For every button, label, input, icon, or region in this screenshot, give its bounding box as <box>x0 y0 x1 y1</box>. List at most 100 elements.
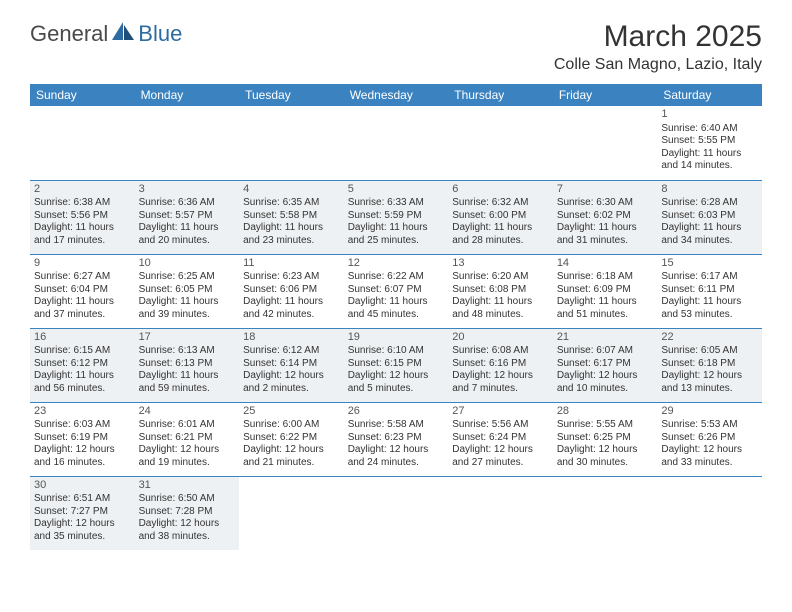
day-number: 29 <box>661 405 758 419</box>
day-number: 8 <box>661 183 758 197</box>
day-number: 2 <box>34 183 131 197</box>
day-info: Sunrise: 6:36 AMSunset: 5:57 PMDaylight:… <box>139 197 236 247</box>
day-number: 22 <box>661 331 758 345</box>
day-number: 26 <box>348 405 445 419</box>
calendar-day-cell: 6Sunrise: 6:32 AMSunset: 6:00 PMDaylight… <box>448 180 553 254</box>
day-number: 1 <box>661 108 758 122</box>
day-info: Sunrise: 6:38 AMSunset: 5:56 PMDaylight:… <box>34 197 131 247</box>
calendar-day-cell <box>344 106 449 180</box>
day-info: Sunrise: 6:51 AMSunset: 7:27 PMDaylight:… <box>34 493 131 543</box>
calendar-day-cell: 10Sunrise: 6:25 AMSunset: 6:05 PMDayligh… <box>135 254 240 328</box>
calendar-day-cell: 17Sunrise: 6:13 AMSunset: 6:13 PMDayligh… <box>135 328 240 402</box>
day-number: 7 <box>557 183 654 197</box>
logo: General Blue <box>30 20 182 48</box>
day-number: 28 <box>557 405 654 419</box>
logo-text-blue: Blue <box>138 21 182 47</box>
calendar-day-cell: 15Sunrise: 6:17 AMSunset: 6:11 PMDayligh… <box>657 254 762 328</box>
day-number: 14 <box>557 257 654 271</box>
calendar-day-cell <box>135 106 240 180</box>
calendar-day-cell: 1Sunrise: 6:40 AMSunset: 5:55 PMDaylight… <box>657 106 762 180</box>
logo-sail-icon <box>110 20 136 48</box>
day-info: Sunrise: 5:53 AMSunset: 6:26 PMDaylight:… <box>661 419 758 469</box>
day-info: Sunrise: 5:56 AMSunset: 6:24 PMDaylight:… <box>452 419 549 469</box>
calendar-week-row: 23Sunrise: 6:03 AMSunset: 6:19 PMDayligh… <box>30 402 762 476</box>
page-title: March 2025 <box>554 20 762 54</box>
day-info: Sunrise: 6:15 AMSunset: 6:12 PMDaylight:… <box>34 345 131 395</box>
calendar-week-row: 1Sunrise: 6:40 AMSunset: 5:55 PMDaylight… <box>30 106 762 180</box>
day-info: Sunrise: 6:03 AMSunset: 6:19 PMDaylight:… <box>34 419 131 469</box>
day-number: 30 <box>34 479 131 493</box>
day-info: Sunrise: 6:50 AMSunset: 7:28 PMDaylight:… <box>139 493 236 543</box>
day-info: Sunrise: 6:32 AMSunset: 6:00 PMDaylight:… <box>452 197 549 247</box>
day-info: Sunrise: 6:20 AMSunset: 6:08 PMDaylight:… <box>452 271 549 321</box>
title-block: March 2025 Colle San Magno, Lazio, Italy <box>554 20 762 74</box>
day-info: Sunrise: 6:08 AMSunset: 6:16 PMDaylight:… <box>452 345 549 395</box>
day-info: Sunrise: 6:13 AMSunset: 6:13 PMDaylight:… <box>139 345 236 395</box>
calendar-day-cell: 16Sunrise: 6:15 AMSunset: 6:12 PMDayligh… <box>30 328 135 402</box>
calendar-day-cell: 2Sunrise: 6:38 AMSunset: 5:56 PMDaylight… <box>30 180 135 254</box>
calendar-day-cell: 8Sunrise: 6:28 AMSunset: 6:03 PMDaylight… <box>657 180 762 254</box>
day-number: 20 <box>452 331 549 345</box>
calendar-day-cell: 9Sunrise: 6:27 AMSunset: 6:04 PMDaylight… <box>30 254 135 328</box>
calendar-day-cell: 18Sunrise: 6:12 AMSunset: 6:14 PMDayligh… <box>239 328 344 402</box>
day-info: Sunrise: 6:35 AMSunset: 5:58 PMDaylight:… <box>243 197 340 247</box>
day-header: Thursday <box>448 84 553 106</box>
day-number: 21 <box>557 331 654 345</box>
day-number: 13 <box>452 257 549 271</box>
calendar-day-cell: 23Sunrise: 6:03 AMSunset: 6:19 PMDayligh… <box>30 402 135 476</box>
calendar-table: SundayMondayTuesdayWednesdayThursdayFrid… <box>30 84 762 550</box>
calendar-day-cell: 26Sunrise: 5:58 AMSunset: 6:23 PMDayligh… <box>344 402 449 476</box>
calendar-day-cell: 13Sunrise: 6:20 AMSunset: 6:08 PMDayligh… <box>448 254 553 328</box>
calendar-day-cell <box>239 476 344 550</box>
calendar-day-cell <box>448 476 553 550</box>
day-number: 10 <box>139 257 236 271</box>
calendar-day-cell: 20Sunrise: 6:08 AMSunset: 6:16 PMDayligh… <box>448 328 553 402</box>
day-number: 17 <box>139 331 236 345</box>
calendar-day-cell: 27Sunrise: 5:56 AMSunset: 6:24 PMDayligh… <box>448 402 553 476</box>
calendar-week-row: 2Sunrise: 6:38 AMSunset: 5:56 PMDaylight… <box>30 180 762 254</box>
day-info: Sunrise: 5:55 AMSunset: 6:25 PMDaylight:… <box>557 419 654 469</box>
day-info: Sunrise: 6:17 AMSunset: 6:11 PMDaylight:… <box>661 271 758 321</box>
day-info: Sunrise: 6:40 AMSunset: 5:55 PMDaylight:… <box>661 123 758 173</box>
calendar-day-cell: 22Sunrise: 6:05 AMSunset: 6:18 PMDayligh… <box>657 328 762 402</box>
day-header: Friday <box>553 84 658 106</box>
day-info: Sunrise: 6:00 AMSunset: 6:22 PMDaylight:… <box>243 419 340 469</box>
day-number: 3 <box>139 183 236 197</box>
calendar-day-cell: 12Sunrise: 6:22 AMSunset: 6:07 PMDayligh… <box>344 254 449 328</box>
calendar-day-cell: 21Sunrise: 6:07 AMSunset: 6:17 PMDayligh… <box>553 328 658 402</box>
day-number: 9 <box>34 257 131 271</box>
day-number: 25 <box>243 405 340 419</box>
calendar-day-cell: 31Sunrise: 6:50 AMSunset: 7:28 PMDayligh… <box>135 476 240 550</box>
day-number: 27 <box>452 405 549 419</box>
day-info: Sunrise: 6:23 AMSunset: 6:06 PMDaylight:… <box>243 271 340 321</box>
day-number: 18 <box>243 331 340 345</box>
location-text: Colle San Magno, Lazio, Italy <box>554 56 762 74</box>
day-header: Wednesday <box>344 84 449 106</box>
day-info: Sunrise: 6:10 AMSunset: 6:15 PMDaylight:… <box>348 345 445 395</box>
calendar-day-cell <box>448 106 553 180</box>
day-header: Saturday <box>657 84 762 106</box>
day-number: 15 <box>661 257 758 271</box>
day-info: Sunrise: 6:18 AMSunset: 6:09 PMDaylight:… <box>557 271 654 321</box>
calendar-week-row: 30Sunrise: 6:51 AMSunset: 7:27 PMDayligh… <box>30 476 762 550</box>
logo-text-general: General <box>30 21 108 47</box>
day-info: Sunrise: 6:30 AMSunset: 6:02 PMDaylight:… <box>557 197 654 247</box>
header: General Blue March 2025 Colle San Magno,… <box>0 0 792 78</box>
day-info: Sunrise: 6:22 AMSunset: 6:07 PMDaylight:… <box>348 271 445 321</box>
calendar-day-cell: 29Sunrise: 5:53 AMSunset: 6:26 PMDayligh… <box>657 402 762 476</box>
day-info: Sunrise: 6:25 AMSunset: 6:05 PMDaylight:… <box>139 271 236 321</box>
day-number: 23 <box>34 405 131 419</box>
calendar-header-row: SundayMondayTuesdayWednesdayThursdayFrid… <box>30 84 762 106</box>
day-header: Monday <box>135 84 240 106</box>
day-header: Sunday <box>30 84 135 106</box>
day-number: 5 <box>348 183 445 197</box>
day-number: 16 <box>34 331 131 345</box>
calendar-week-row: 9Sunrise: 6:27 AMSunset: 6:04 PMDaylight… <box>30 254 762 328</box>
day-number: 12 <box>348 257 445 271</box>
day-number: 24 <box>139 405 236 419</box>
day-number: 6 <box>452 183 549 197</box>
calendar-day-cell: 19Sunrise: 6:10 AMSunset: 6:15 PMDayligh… <box>344 328 449 402</box>
calendar-week-row: 16Sunrise: 6:15 AMSunset: 6:12 PMDayligh… <box>30 328 762 402</box>
day-info: Sunrise: 6:12 AMSunset: 6:14 PMDaylight:… <box>243 345 340 395</box>
calendar-day-cell: 3Sunrise: 6:36 AMSunset: 5:57 PMDaylight… <box>135 180 240 254</box>
